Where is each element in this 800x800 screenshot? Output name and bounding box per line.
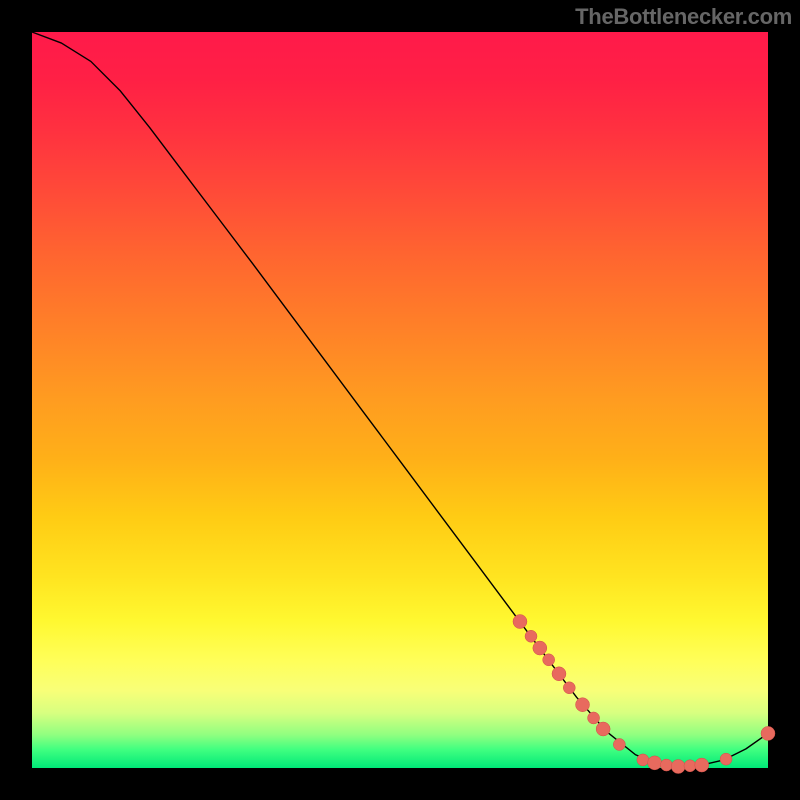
chart-container: TheBottlenecker.com xyxy=(0,0,800,800)
data-marker xyxy=(613,738,625,750)
data-marker xyxy=(543,654,555,666)
data-marker xyxy=(576,698,590,712)
data-marker xyxy=(637,754,649,766)
data-marker xyxy=(513,615,527,629)
chart-svg xyxy=(0,0,800,800)
data-marker xyxy=(720,753,732,765)
data-marker xyxy=(761,726,775,740)
watermark-text: TheBottlenecker.com xyxy=(575,4,792,30)
data-marker xyxy=(596,722,610,736)
data-marker xyxy=(660,759,672,771)
data-marker xyxy=(671,760,685,774)
data-marker xyxy=(533,641,547,655)
data-marker xyxy=(552,667,566,681)
data-marker xyxy=(695,758,709,772)
plot-background xyxy=(32,32,768,768)
data-marker xyxy=(588,712,600,724)
data-marker xyxy=(648,756,662,770)
data-marker xyxy=(525,630,537,642)
data-marker xyxy=(563,682,575,694)
data-marker xyxy=(684,760,696,772)
